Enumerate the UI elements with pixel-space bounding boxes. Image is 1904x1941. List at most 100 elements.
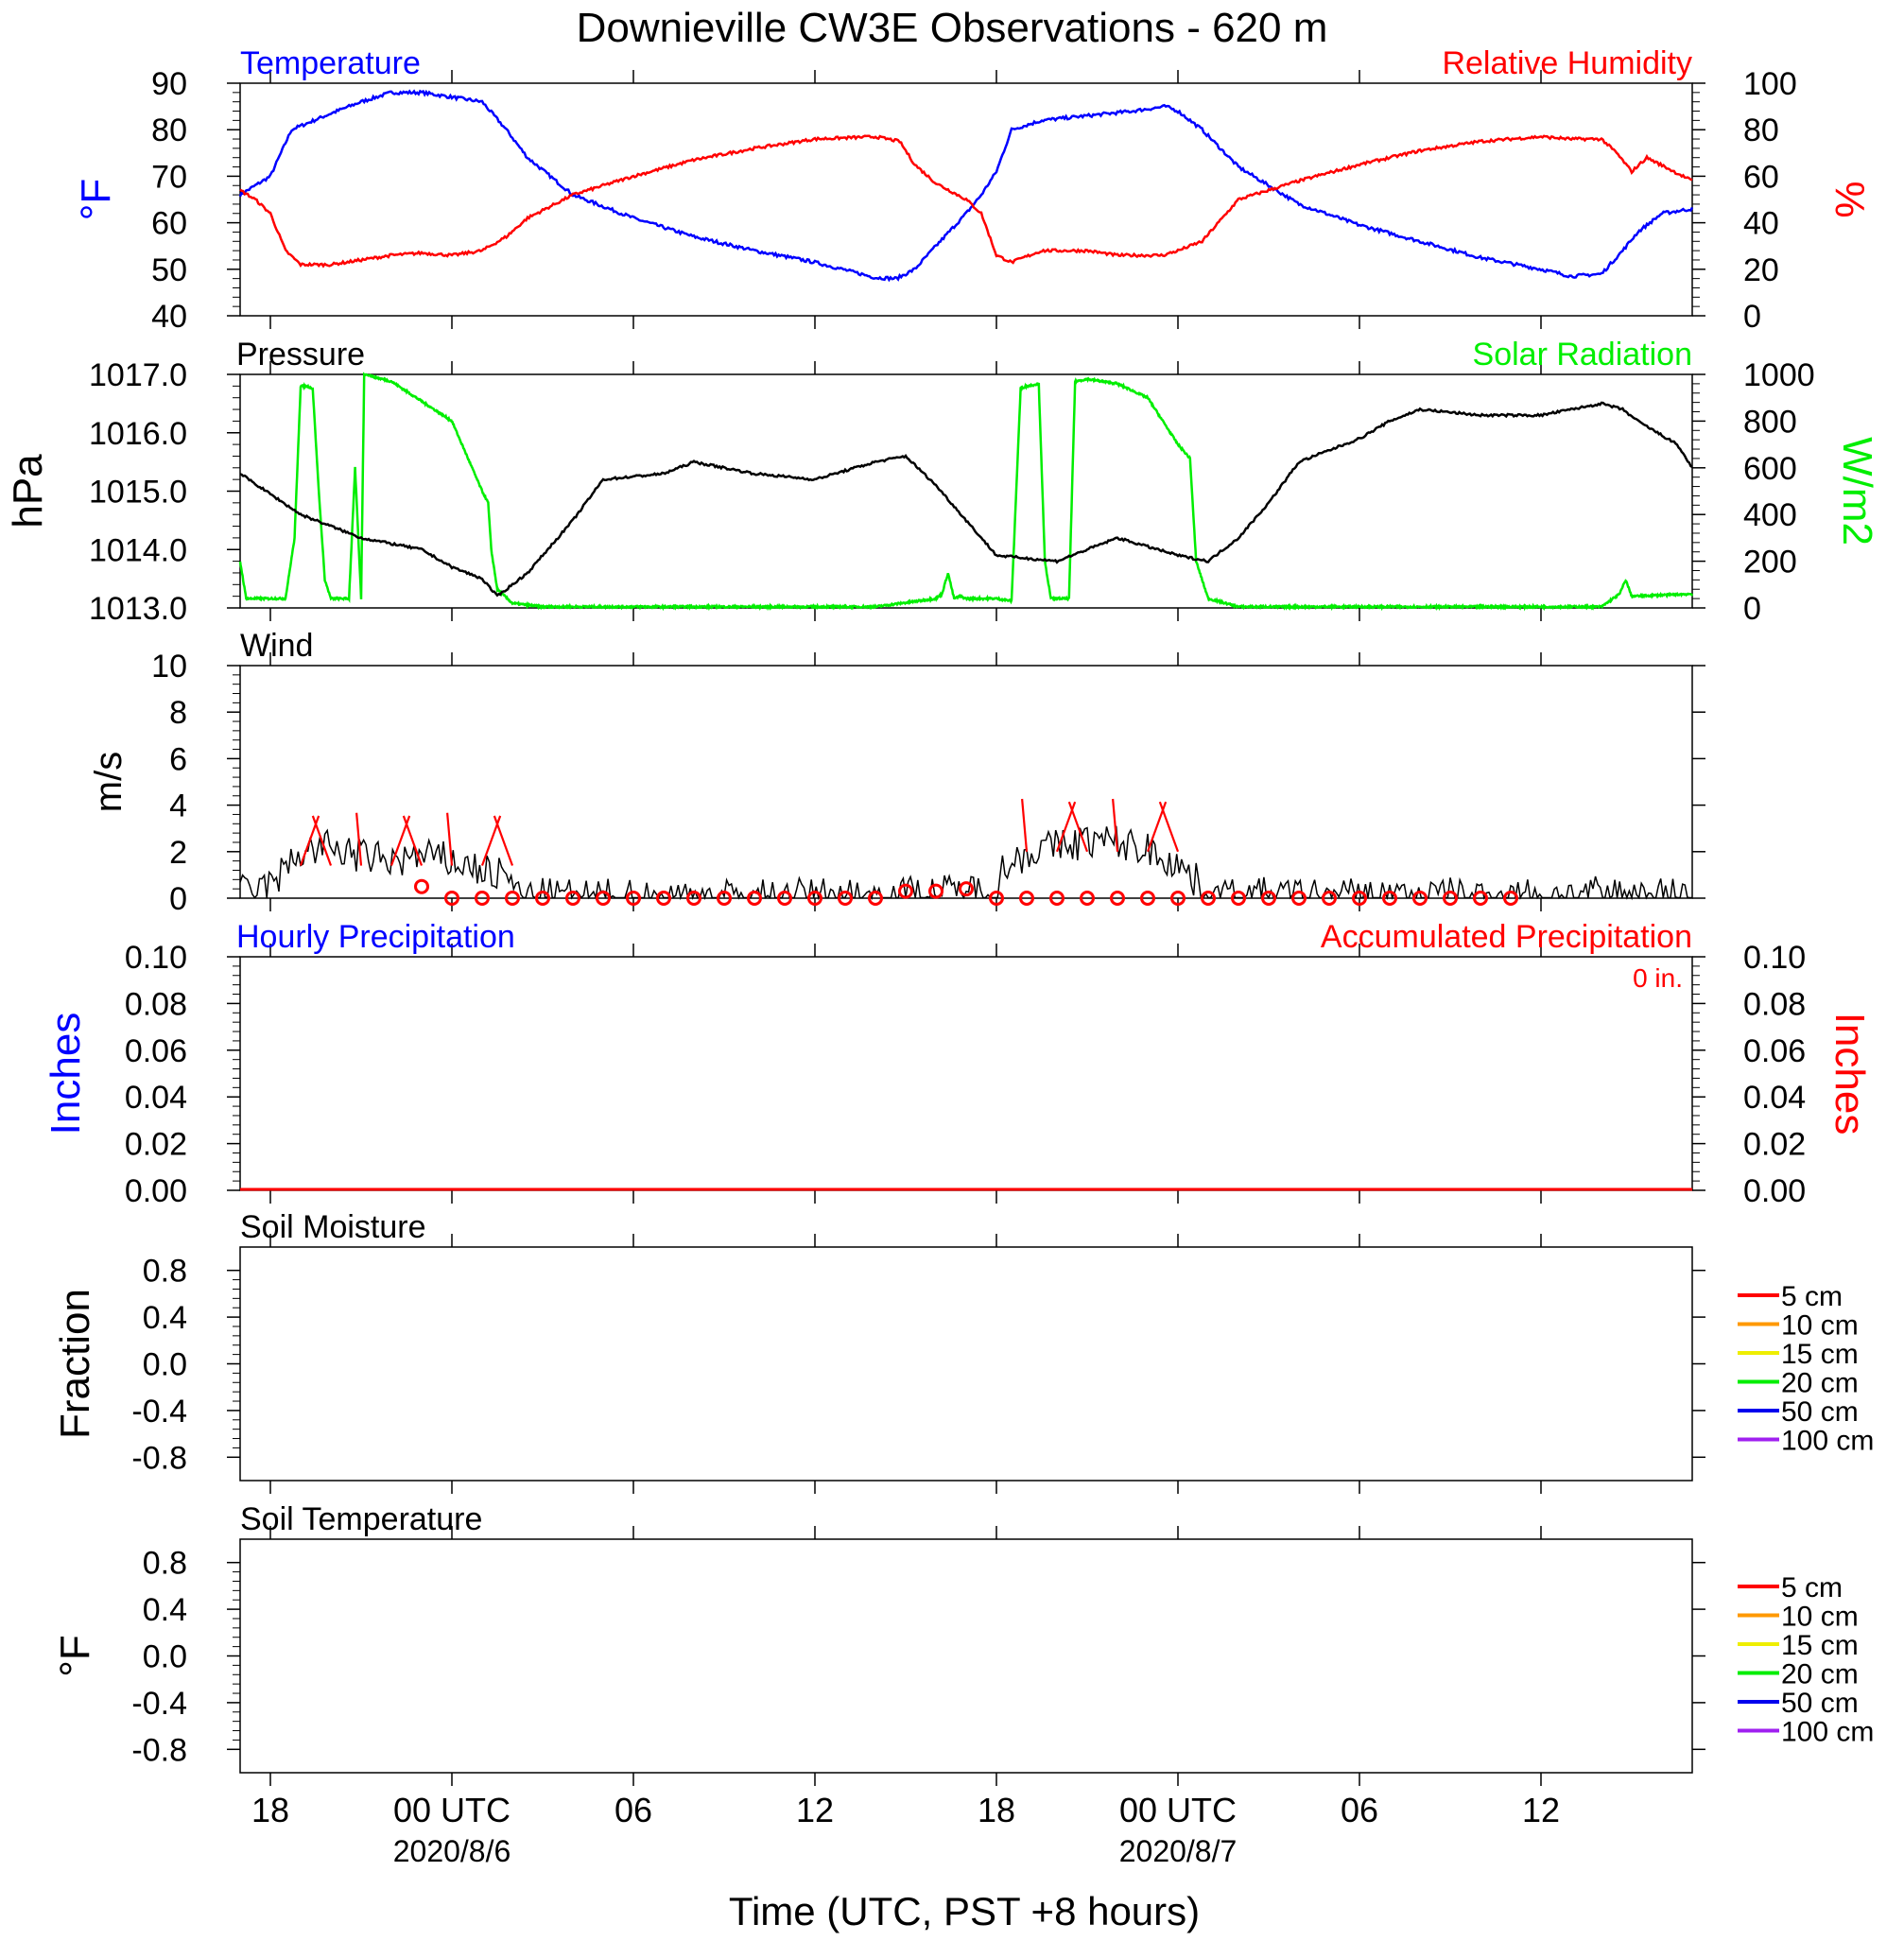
y-tick-label: 80 bbox=[151, 113, 187, 148]
wind-calm-marker bbox=[1019, 891, 1034, 906]
wind-calm-marker bbox=[989, 891, 1004, 906]
y-tick-label: 0.08 bbox=[1743, 986, 1806, 1022]
wind-barb bbox=[1112, 798, 1119, 852]
panel-frame bbox=[239, 665, 1693, 899]
wind-calm-marker bbox=[747, 891, 762, 906]
x-axis-label: Time (UTC, PST +8 hours) bbox=[729, 1889, 1200, 1933]
y-tick-label: 10 bbox=[151, 649, 187, 685]
y-tick-label: -0.4 bbox=[131, 1686, 187, 1722]
legend-label: 10 cm bbox=[1781, 1310, 1859, 1342]
wind-barb bbox=[402, 815, 424, 866]
x-tick-label: 18 bbox=[251, 1791, 289, 1829]
wind-calm-marker bbox=[505, 891, 520, 906]
wind-barb bbox=[446, 812, 454, 866]
y-tick-label: 8 bbox=[169, 695, 187, 731]
y-tick-label: 0.10 bbox=[125, 940, 187, 976]
hourly-precip-title: Hourly Precipitation bbox=[236, 919, 515, 955]
wind-calm-marker bbox=[898, 883, 913, 899]
y-tick-label: 0.06 bbox=[1743, 1033, 1806, 1069]
wind-barb bbox=[1158, 801, 1180, 853]
x-tick-label: 00 UTC bbox=[1119, 1791, 1237, 1829]
y-tick-label: 1015.0 bbox=[89, 475, 187, 511]
legend-label: 20 cm bbox=[1781, 1368, 1859, 1399]
wind-barb bbox=[1067, 801, 1089, 853]
x-tick-label: 18 bbox=[978, 1791, 1015, 1829]
wind-calm-marker bbox=[838, 891, 853, 906]
wind-calm-marker bbox=[868, 891, 883, 906]
humidity-axis-label: % bbox=[1826, 181, 1873, 217]
x-tick-label: 12 bbox=[796, 1791, 834, 1829]
legend-label: 50 cm bbox=[1781, 1396, 1859, 1428]
y-tick-label: 0.0 bbox=[143, 1639, 187, 1675]
wind-calm-marker bbox=[414, 878, 429, 894]
wind-calm-marker bbox=[1352, 891, 1367, 906]
y-tick-label: 0.04 bbox=[125, 1080, 187, 1116]
legend-label: 10 cm bbox=[1781, 1602, 1859, 1633]
y-tick-label: 20 bbox=[1743, 252, 1779, 288]
y-tick-label: 0.06 bbox=[125, 1033, 187, 1069]
wind-barb bbox=[355, 812, 363, 866]
y-tick-label: 0.02 bbox=[1743, 1127, 1806, 1163]
solar-axis-label: W/m2 bbox=[1834, 437, 1880, 546]
wind-calm-marker bbox=[475, 891, 490, 906]
pressure-line bbox=[239, 401, 1693, 598]
wind-calm-marker bbox=[1110, 891, 1125, 906]
wind-speed-line bbox=[239, 825, 1692, 901]
wind-calm-marker bbox=[1201, 891, 1216, 906]
accumulated-total-label: 0 in. bbox=[1633, 963, 1683, 993]
legend-label: 100 cm bbox=[1781, 1426, 1874, 1457]
y-tick-label: 50 bbox=[151, 252, 187, 288]
wind-calm-marker bbox=[777, 891, 792, 906]
temperature-line bbox=[238, 89, 1694, 283]
x-tick-label: 06 bbox=[1341, 1791, 1378, 1829]
y-tick-label: 0 bbox=[169, 881, 187, 917]
y-tick-label: 0.00 bbox=[125, 1173, 187, 1209]
wind-calm-marker bbox=[565, 891, 580, 906]
wind-calm-marker bbox=[1170, 891, 1186, 906]
wind-calm-marker bbox=[1382, 891, 1397, 906]
soil-temperature-title: Soil Temperature bbox=[240, 1501, 482, 1537]
wind-calm-marker bbox=[1503, 891, 1518, 906]
y-tick-label: 0.8 bbox=[143, 1254, 187, 1290]
y-tick-label: 90 bbox=[151, 66, 187, 102]
y-tick-label: 0.8 bbox=[143, 1546, 187, 1582]
wind-calm-marker bbox=[1049, 891, 1065, 906]
wind-calm-marker bbox=[1140, 891, 1155, 906]
x-tick-label: 12 bbox=[1522, 1791, 1560, 1829]
x-axis: 18 00 UTC 2020/8/6 06 12 18 00 UTC 2020/8/7 06 12 bbox=[251, 1791, 1560, 1868]
wind-calm-marker bbox=[959, 881, 974, 897]
y-tick-label: 40 bbox=[1743, 206, 1779, 242]
y-tick-label: 0.4 bbox=[143, 1592, 187, 1628]
accumulated-precip-axis-label: Inches bbox=[1826, 1013, 1873, 1135]
pressure-axis-label: hPa bbox=[5, 454, 51, 529]
soil-moisture-title: Soil Moisture bbox=[240, 1209, 426, 1245]
y-tick-label: 4 bbox=[169, 789, 187, 824]
wind-calm-marker bbox=[1231, 891, 1246, 906]
wind-calm-marker bbox=[807, 891, 822, 906]
y-tick-label: 60 bbox=[151, 206, 187, 242]
wind-calm-marker bbox=[1443, 891, 1458, 906]
temperature-axis-label: °F bbox=[73, 179, 119, 220]
wind-barb bbox=[1021, 798, 1029, 852]
wind-calm-marker bbox=[1080, 891, 1095, 906]
hourly-precip-axis-label: Inches bbox=[43, 1013, 89, 1135]
y-tick-label: 1017.0 bbox=[89, 357, 187, 393]
y-tick-label: -0.4 bbox=[131, 1394, 187, 1430]
wind-calm-marker bbox=[626, 891, 641, 906]
y-tick-label: 0 bbox=[1743, 591, 1761, 627]
y-tick-label: 0.02 bbox=[125, 1127, 187, 1163]
wind-calm-marker bbox=[596, 891, 611, 906]
legend-label: 50 cm bbox=[1781, 1688, 1859, 1719]
accumulated-precip-title: Accumulated Precipitation bbox=[1321, 919, 1692, 955]
y-tick-label: 200 bbox=[1743, 545, 1797, 581]
y-tick-label: 0 bbox=[1743, 299, 1761, 335]
wind-calm-marker bbox=[535, 891, 550, 906]
y-tick-label: -0.8 bbox=[131, 1732, 187, 1768]
chart-title: Downieville CW3E Observations - 620 m bbox=[577, 5, 1328, 51]
wind-barb bbox=[311, 815, 333, 866]
wind-calm-marker bbox=[1412, 891, 1428, 906]
x-tick-label: 06 bbox=[614, 1791, 652, 1829]
legend-label: 15 cm bbox=[1781, 1630, 1859, 1661]
y-tick-label: 1013.0 bbox=[89, 591, 187, 627]
